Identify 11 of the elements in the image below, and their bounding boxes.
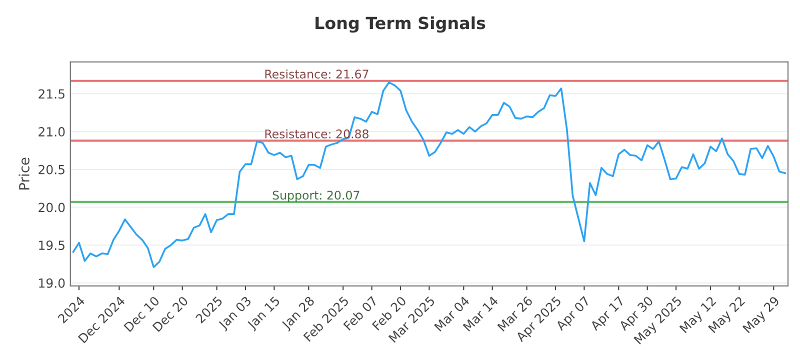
y-tick-label: 21.5 xyxy=(38,89,64,99)
chart-title: Long Term Signals xyxy=(316,16,486,33)
y-axis-title: Price xyxy=(18,158,30,190)
ref-line-label: Support: 20.07 xyxy=(272,190,360,202)
line-series xyxy=(72,81,786,268)
y-tick-label: 19.5 xyxy=(39,240,64,250)
ref-line-label: Resistance: 21.67 xyxy=(265,69,368,79)
y-tick-label: 20.5 xyxy=(38,164,64,174)
y-tick-label: 20.0 xyxy=(38,202,65,212)
y-tick-label: 21.0 xyxy=(38,127,65,136)
y-tick-label: 19.0 xyxy=(39,278,65,288)
